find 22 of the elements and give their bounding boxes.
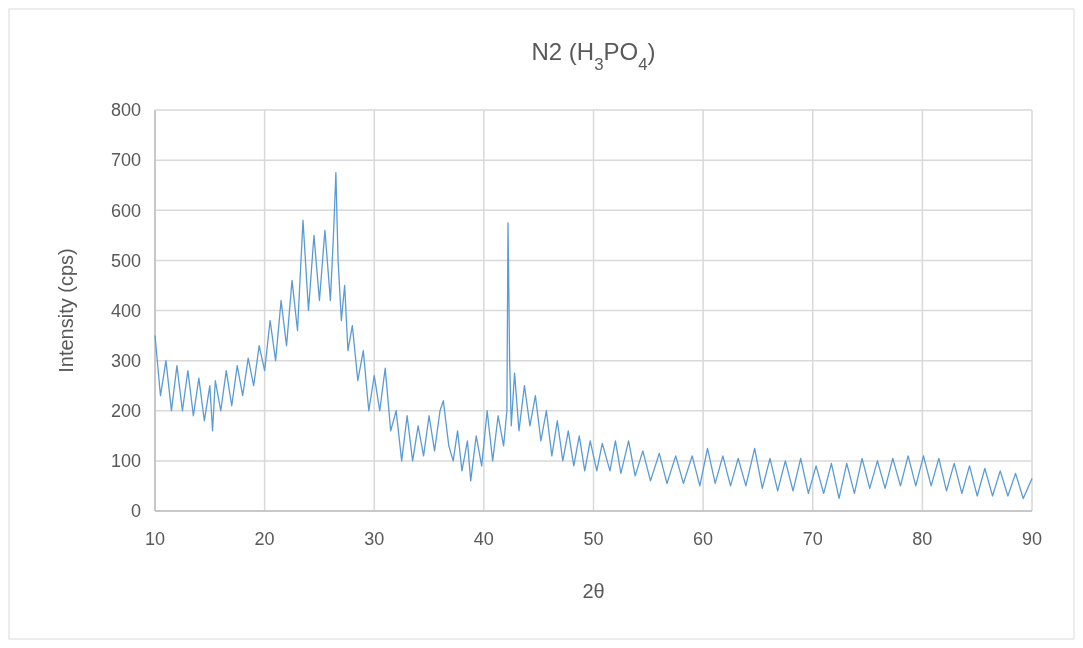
x-tick-label: 80 [912, 529, 933, 549]
x-tick-label: 60 [693, 529, 714, 549]
y-tick-label: 500 [110, 250, 141, 271]
y-tick-label: 0 [130, 501, 141, 522]
x-tick-label: 30 [364, 529, 385, 549]
y-tick-label: 400 [110, 300, 141, 321]
y-tick-label: 200 [110, 401, 141, 422]
x-axis-title: 2θ [582, 580, 605, 602]
y-tick-label: 100 [110, 451, 141, 472]
x-tick-label: 20 [254, 529, 275, 549]
y-axis-title: Intensity (cps) [55, 248, 77, 373]
line-series [154, 172, 1033, 500]
y-tick-label: 300 [110, 350, 141, 371]
y-tick-label: 700 [110, 150, 141, 171]
x-tick-label: 70 [802, 529, 823, 549]
chart-title: N2 (H$_{3}$PO$_{4}$) [531, 38, 656, 74]
x-tick-label: 40 [473, 529, 494, 549]
y-tick-label: 600 [110, 200, 141, 221]
x-tick-label: 90 [1021, 529, 1043, 549]
x-tick-label: 10 [144, 529, 166, 549]
y-tick-label: 800 [110, 100, 141, 121]
x-tick-label: 50 [583, 529, 604, 549]
